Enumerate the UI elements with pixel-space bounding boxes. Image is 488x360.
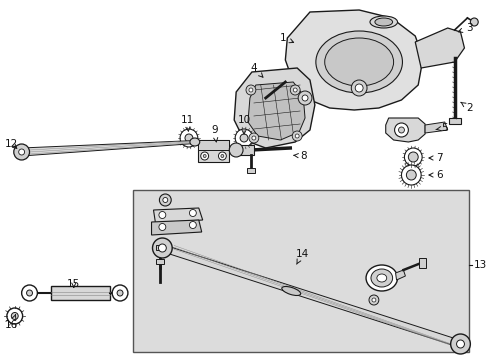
Circle shape [371, 298, 375, 302]
Circle shape [469, 18, 477, 26]
Circle shape [159, 212, 165, 219]
Circle shape [456, 340, 464, 348]
Polygon shape [21, 140, 194, 156]
Circle shape [354, 84, 363, 92]
Circle shape [450, 334, 469, 354]
Circle shape [201, 152, 208, 160]
Bar [51, 286, 110, 300]
Polygon shape [285, 10, 422, 110]
Text: 3: 3 [457, 23, 472, 33]
Text: 2: 2 [460, 102, 472, 113]
Circle shape [248, 133, 258, 143]
Ellipse shape [281, 287, 300, 296]
Circle shape [26, 290, 32, 296]
Circle shape [251, 136, 255, 140]
Ellipse shape [374, 18, 392, 26]
Circle shape [180, 129, 197, 147]
Polygon shape [234, 68, 314, 148]
Polygon shape [414, 28, 464, 68]
Ellipse shape [189, 138, 199, 146]
Circle shape [7, 308, 22, 324]
Text: 7: 7 [428, 153, 442, 163]
Circle shape [152, 238, 172, 258]
Text: 14: 14 [295, 249, 308, 264]
Circle shape [189, 221, 196, 229]
Text: 6: 6 [428, 170, 442, 180]
Bar [418, 258, 425, 268]
Circle shape [240, 134, 247, 142]
Text: 12: 12 [5, 139, 19, 149]
Polygon shape [385, 118, 424, 142]
Circle shape [189, 210, 196, 216]
Ellipse shape [370, 269, 392, 287]
Circle shape [19, 149, 24, 155]
Circle shape [158, 244, 166, 252]
Text: 1: 1 [280, 33, 293, 43]
Circle shape [302, 95, 307, 101]
Circle shape [368, 295, 378, 305]
Circle shape [184, 134, 192, 142]
Circle shape [290, 85, 300, 95]
Text: 9: 9 [211, 125, 217, 142]
Circle shape [112, 285, 128, 301]
Bar [197, 140, 229, 150]
Circle shape [398, 127, 404, 133]
Circle shape [394, 123, 407, 137]
Circle shape [159, 224, 165, 230]
Circle shape [406, 170, 415, 180]
Bar [156, 259, 164, 264]
Text: 11: 11 [180, 115, 193, 131]
Circle shape [235, 129, 252, 147]
Circle shape [292, 131, 302, 141]
Polygon shape [247, 82, 305, 140]
Circle shape [117, 290, 123, 296]
Polygon shape [153, 208, 203, 223]
Circle shape [407, 152, 417, 162]
Ellipse shape [369, 16, 397, 28]
Text: 16: 16 [5, 315, 19, 330]
Circle shape [404, 148, 421, 166]
Text: 5: 5 [435, 123, 447, 133]
Ellipse shape [376, 274, 386, 282]
Circle shape [350, 80, 366, 96]
Text: 10: 10 [237, 115, 250, 134]
Bar [246, 168, 254, 173]
Circle shape [293, 88, 297, 92]
Ellipse shape [324, 38, 393, 86]
Circle shape [229, 143, 243, 157]
Ellipse shape [366, 265, 397, 291]
Polygon shape [424, 122, 447, 133]
Bar [133, 190, 468, 352]
Circle shape [159, 194, 171, 206]
Text: 13: 13 [473, 260, 487, 270]
Circle shape [11, 312, 18, 320]
Polygon shape [151, 220, 202, 235]
Text: 8: 8 [293, 151, 306, 161]
Circle shape [203, 154, 206, 158]
Circle shape [14, 144, 29, 160]
Text: 4: 4 [250, 63, 263, 77]
Ellipse shape [315, 31, 402, 93]
Bar [197, 140, 229, 162]
Polygon shape [395, 270, 405, 280]
Circle shape [21, 285, 37, 301]
Bar [156, 245, 164, 250]
Circle shape [218, 152, 226, 160]
Circle shape [248, 88, 252, 92]
Circle shape [245, 85, 255, 95]
Circle shape [295, 134, 299, 138]
Circle shape [163, 198, 167, 202]
Text: 15: 15 [67, 279, 80, 289]
Circle shape [221, 154, 224, 158]
Bar [448, 118, 460, 124]
Polygon shape [161, 245, 461, 347]
Bar [236, 145, 253, 155]
Circle shape [401, 165, 420, 185]
Circle shape [298, 91, 311, 105]
